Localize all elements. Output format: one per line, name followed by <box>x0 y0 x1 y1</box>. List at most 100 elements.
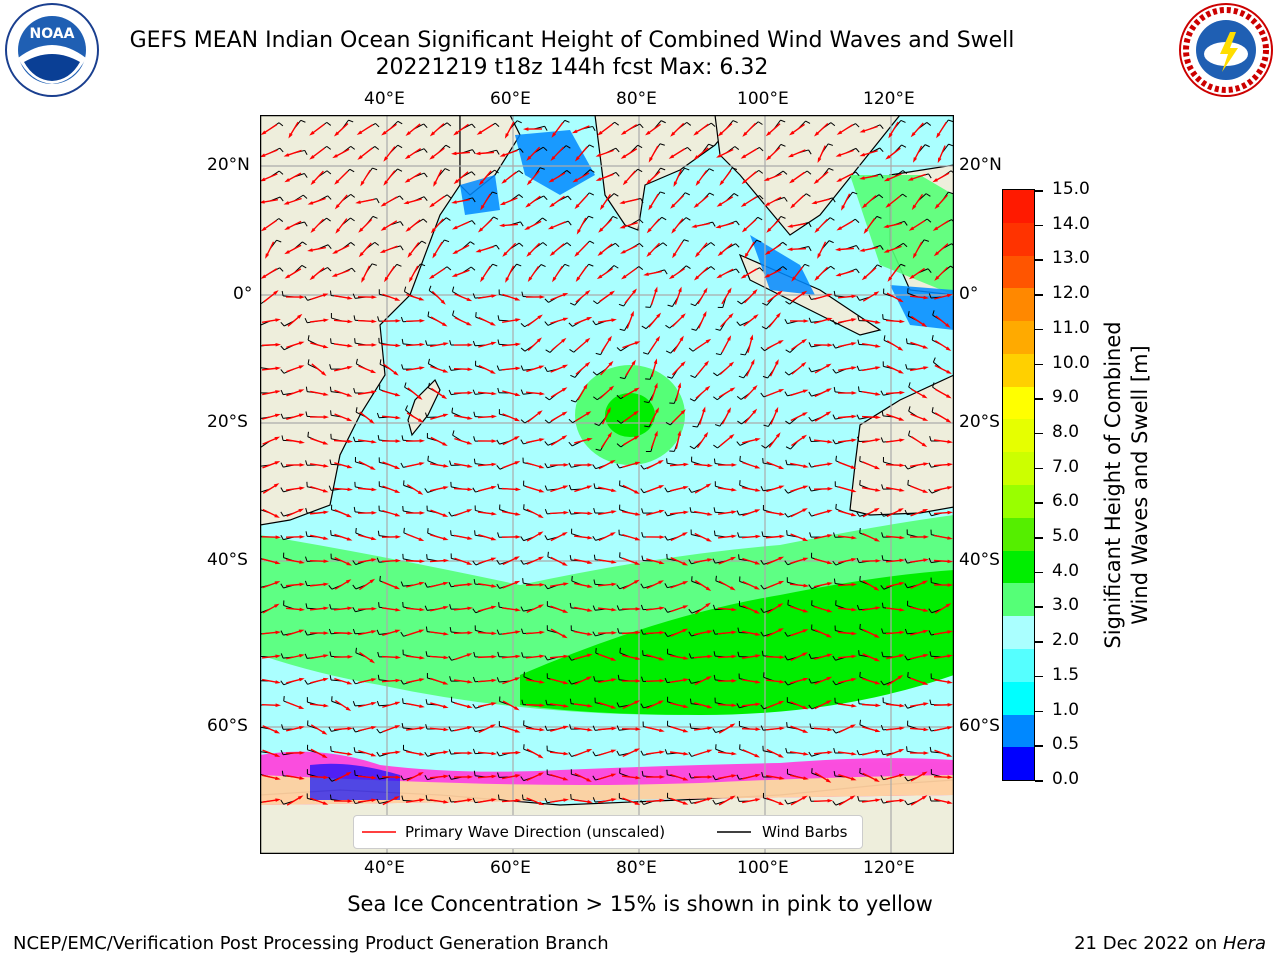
wave-direction-arrow <box>502 556 518 566</box>
wind-barb-flag <box>855 171 860 177</box>
wave-direction-arrow <box>934 220 950 230</box>
wind-barb-flag <box>495 244 500 250</box>
wind-barb-flag <box>908 430 911 436</box>
wave-direction-arrow <box>910 413 926 421</box>
wave-direction-arrow <box>550 726 566 732</box>
wave-direction-arrow <box>718 222 734 228</box>
wave-direction-arrow <box>575 242 589 256</box>
wave-direction-arrow <box>286 149 302 157</box>
wind-barb-flag <box>497 772 500 778</box>
wave-direction-arrowhead <box>299 725 305 730</box>
wave-direction-arrowhead <box>467 679 473 684</box>
wave-direction-arrow <box>430 486 446 492</box>
wind-barb-flag <box>688 559 692 564</box>
wave-direction-arrowhead <box>851 607 857 612</box>
wind-barb-flag <box>613 193 619 197</box>
wave-direction-arrow <box>358 365 374 373</box>
wave-direction-arrowhead <box>307 201 314 205</box>
wave-direction-arrow <box>624 290 636 304</box>
wind-barb-flag <box>686 122 692 126</box>
wind-barb-flag <box>328 777 333 782</box>
wave-direction-arrowhead <box>802 537 809 542</box>
wave-direction-arrowhead <box>260 153 266 158</box>
wave-direction-arrowhead <box>419 798 425 802</box>
wave-direction-arrow <box>550 678 566 684</box>
wave-direction-arrowhead <box>611 726 617 731</box>
wind-barb-flag <box>278 122 284 127</box>
wave-direction-arrow <box>765 535 783 539</box>
wave-direction-arrowhead <box>764 202 770 207</box>
wind-barb-flag <box>712 728 716 733</box>
wind-barb-flag <box>516 120 522 124</box>
wave-direction-arrowhead <box>466 561 473 565</box>
colorbar-tick-mark <box>1035 328 1043 331</box>
legend-wind-barbs: Wind Barbs <box>762 823 848 841</box>
wave-direction-arrow <box>693 655 711 659</box>
wave-direction-arrowhead <box>443 750 449 755</box>
wave-direction-arrow <box>309 583 327 587</box>
wind-barb-flag <box>352 798 356 804</box>
wind-barb-flag <box>305 507 308 514</box>
wave-direction-arrow <box>358 124 374 134</box>
wind-barb-flag <box>710 266 716 271</box>
wave-direction-arrow <box>792 266 804 280</box>
lat-label-left-0: 0° <box>233 284 253 304</box>
wind-barb-flag <box>355 527 357 534</box>
wave-direction-arrow <box>549 751 567 755</box>
wave-direction-arrow <box>838 318 854 324</box>
wind-barb-flag <box>856 511 860 517</box>
wave-direction-arrowhead <box>630 310 634 317</box>
wave-direction-arrow <box>505 265 515 281</box>
wave-direction-arrowhead <box>443 631 449 636</box>
wind-barb-flag <box>569 302 575 306</box>
wave-direction-arrowhead <box>947 775 953 779</box>
wave-direction-arrow <box>717 511 735 515</box>
wind-barb-flag <box>545 396 550 401</box>
wind-barb-flag <box>859 623 861 629</box>
wind-barb-flag <box>880 245 884 250</box>
wave-direction-arrow <box>358 534 374 540</box>
wave-direction-arrow <box>408 242 420 256</box>
wave-direction-arrowhead <box>851 342 857 346</box>
wave-direction-arrow <box>334 772 350 782</box>
wave-direction-arrowhead <box>347 343 353 348</box>
wave-direction-arrowhead <box>322 441 329 445</box>
wave-direction-arrowhead <box>922 345 929 349</box>
wave-direction-arrowhead <box>679 335 684 342</box>
wave-direction-arrow <box>599 218 613 232</box>
wave-direction-arrowhead <box>646 251 652 257</box>
wind-barb-flag <box>424 775 428 780</box>
wave-direction-arrow <box>429 799 447 803</box>
lat-label-right-40s: 40°S <box>959 550 1000 570</box>
wave-direction-arrow <box>526 772 542 782</box>
wave-direction-arrow <box>693 463 711 467</box>
wind-barb-flag <box>830 265 835 270</box>
wave-direction-arrowhead <box>707 630 713 634</box>
wave-direction-arrowhead <box>659 630 665 635</box>
wave-direction-arrow <box>742 148 758 158</box>
wave-direction-arrow <box>286 414 302 420</box>
lon-label-bottom-100e: 100°E <box>737 858 789 878</box>
wave-direction-arrowhead <box>299 440 305 444</box>
wave-direction-arrow <box>478 702 494 708</box>
wave-direction-arrowhead <box>850 724 856 729</box>
wind-barb-flag <box>472 487 476 493</box>
wave-direction-arrow <box>670 148 686 158</box>
wind-barb-flag <box>376 412 380 418</box>
wind-barb-flag <box>401 364 404 370</box>
wind-barb-flag <box>784 319 788 324</box>
wave-direction-arrow <box>718 148 734 158</box>
wave-direction-arrowhead <box>633 410 639 416</box>
wave-direction-arrow <box>311 363 325 375</box>
wind-barb-flag <box>732 120 738 124</box>
wave-direction-arrowhead <box>561 411 568 416</box>
wave-direction-arrowhead <box>441 322 448 327</box>
wave-direction-arrow <box>670 581 686 589</box>
wave-direction-arrow <box>358 726 374 732</box>
wind-barb-flag <box>352 679 356 685</box>
wave-direction-arrowhead <box>898 508 904 513</box>
wave-direction-arrowhead <box>851 318 857 322</box>
wave-direction-arrowhead <box>683 704 689 709</box>
colorbar-tick-label: 15.0 <box>1052 179 1090 199</box>
wave-direction-arrowhead <box>499 223 505 228</box>
